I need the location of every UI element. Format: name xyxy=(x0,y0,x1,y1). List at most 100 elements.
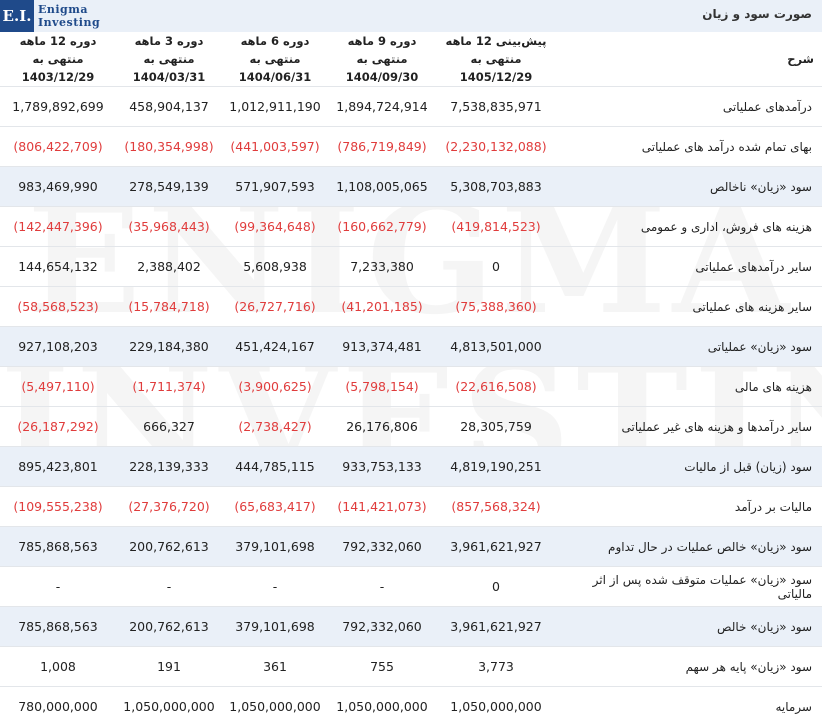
table-cell-value: (5,798,154) xyxy=(328,367,436,407)
row-label: سایر درآمدها و هزینه های غیر عملیاتی xyxy=(556,407,822,447)
table-cell-value: 4,813,501,000 xyxy=(436,327,556,367)
table-cell-value: (2,738,427) xyxy=(222,407,328,447)
table-cell-value: 200,762,613 xyxy=(116,607,222,647)
row-label: سایر درآمدهای عملیاتی xyxy=(556,247,822,287)
table-cell-value: (3,900,625) xyxy=(222,367,328,407)
table-cell-value: (180,354,998) xyxy=(116,127,222,167)
table-cell-value: 792,332,060 xyxy=(328,607,436,647)
table-cell-value: (26,187,292) xyxy=(0,407,116,447)
row-label: سود «زیان» ناخالص xyxy=(556,167,822,207)
table-cell-value: - xyxy=(116,567,222,607)
table-cell-value: (2,230,132,088) xyxy=(436,127,556,167)
table-cell-value: (15,784,718) xyxy=(116,287,222,327)
table-cell-value: (419,814,523) xyxy=(436,207,556,247)
table-cell-value: 3,961,621,927 xyxy=(436,527,556,567)
table-cell-value: 361 xyxy=(222,647,328,687)
table-cell-value: (65,683,417) xyxy=(222,487,328,527)
table-cell-value: (26,727,716) xyxy=(222,287,328,327)
table-cell-value: 1,008 xyxy=(0,647,116,687)
row-label: سود «زیان» خالص عملیات در حال تداوم xyxy=(556,527,822,567)
table-row: (109,555,238)(27,376,720)(65,683,417)(14… xyxy=(0,487,822,527)
report-title: صورت سود و زیان xyxy=(702,7,812,21)
table-cell-value: (141,421,073) xyxy=(328,487,436,527)
table-cell-value: 1,789,892,699 xyxy=(0,87,116,127)
table-cell-value: (160,662,779) xyxy=(328,207,436,247)
table-cell-value: 2,388,402 xyxy=(116,247,222,287)
table-cell-value: 1,108,005,065 xyxy=(328,167,436,207)
table-cell-value: 144,654,132 xyxy=(0,247,116,287)
table-cell-value: 933,753,133 xyxy=(328,447,436,487)
table-cell-value: (75,388,360) xyxy=(436,287,556,327)
logo-line2: Investing xyxy=(38,16,100,29)
table-cell-value: 5,608,938 xyxy=(222,247,328,287)
table-cell-value: 0 xyxy=(436,567,556,607)
table-cell-value: (5,497,110) xyxy=(0,367,116,407)
table-row: (806,422,709)(180,354,998)(441,003,597)(… xyxy=(0,127,822,167)
table-cell-value: 7,538,835,971 xyxy=(436,87,556,127)
table-cell-value: (857,568,324) xyxy=(436,487,556,527)
row-label: سود «زیان» خالص xyxy=(556,607,822,647)
table-cell-value: (806,422,709) xyxy=(0,127,116,167)
table-cell-value: 228,139,333 xyxy=(116,447,222,487)
table-cell-value: 1,050,000,000 xyxy=(328,687,436,726)
table-cell-value: (1,711,374) xyxy=(116,367,222,407)
table-cell-value: (58,568,523) xyxy=(0,287,116,327)
table-cell-value: (786,719,849) xyxy=(328,127,436,167)
table-cell-value: 785,868,563 xyxy=(0,607,116,647)
table-cell-value: (27,376,720) xyxy=(116,487,222,527)
table-cell-value: (441,003,597) xyxy=(222,127,328,167)
table-cell-value: 895,423,801 xyxy=(0,447,116,487)
header-bar: E.I. Enigma Investing صورت سود و زیان xyxy=(0,0,822,32)
logo-mark: E.I. xyxy=(0,0,34,32)
table-cell-value: 379,101,698 xyxy=(222,527,328,567)
table-cell-value: - xyxy=(222,567,328,607)
row-label: سود «زیان» عملیات متوقف شده پس از اثر ما… xyxy=(556,567,822,607)
table-cell-value: 1,050,000,000 xyxy=(116,687,222,726)
table-cell-value: 278,549,139 xyxy=(116,167,222,207)
description-header: شرح xyxy=(556,32,822,87)
table-cell-value: 28,305,759 xyxy=(436,407,556,447)
table-row: (5,497,110)(1,711,374)(3,900,625)(5,798,… xyxy=(0,367,822,407)
table-cell-value: (35,968,443) xyxy=(116,207,222,247)
table-cell-value: 785,868,563 xyxy=(0,527,116,567)
table-cell-value: 451,424,167 xyxy=(222,327,328,367)
table-cell-value: 780,000,000 xyxy=(0,687,116,726)
logo-text: Enigma Investing xyxy=(38,3,100,29)
table-cell-value: - xyxy=(328,567,436,607)
table-cell-value: 26,176,806 xyxy=(328,407,436,447)
row-label: هزینه های فروش، اداری و عمومی xyxy=(556,207,822,247)
row-label: درآمدهای عملیاتی xyxy=(556,87,822,127)
table-cell-value: 4,819,190,251 xyxy=(436,447,556,487)
row-label: بهای تمام شده درآمد های عملیاتی xyxy=(556,127,822,167)
table-cell-value: 7,233,380 xyxy=(328,247,436,287)
table-cell-value: 983,469,990 xyxy=(0,167,116,207)
table-cell-value: - xyxy=(0,567,116,607)
table-cell-value: 755 xyxy=(328,647,436,687)
table-row: (58,568,523)(15,784,718)(26,727,716)(41,… xyxy=(0,287,822,327)
row-label: سود «زیان» عملیاتی xyxy=(556,327,822,367)
table-cell-value: 1,012,911,190 xyxy=(222,87,328,127)
table-cell-value: 191 xyxy=(116,647,222,687)
table-cell-value: (99,364,648) xyxy=(222,207,328,247)
table-cell-value: 927,108,203 xyxy=(0,327,116,367)
table-cell-value: 3,961,621,927 xyxy=(436,607,556,647)
row-label: سود (زیان) قبل از مالیات xyxy=(556,447,822,487)
row-label: سایر هزینه های عملیاتی xyxy=(556,287,822,327)
table-cell-value: (41,201,185) xyxy=(328,287,436,327)
table-cell-value: 0 xyxy=(436,247,556,287)
logo-line1: Enigma xyxy=(38,3,100,16)
